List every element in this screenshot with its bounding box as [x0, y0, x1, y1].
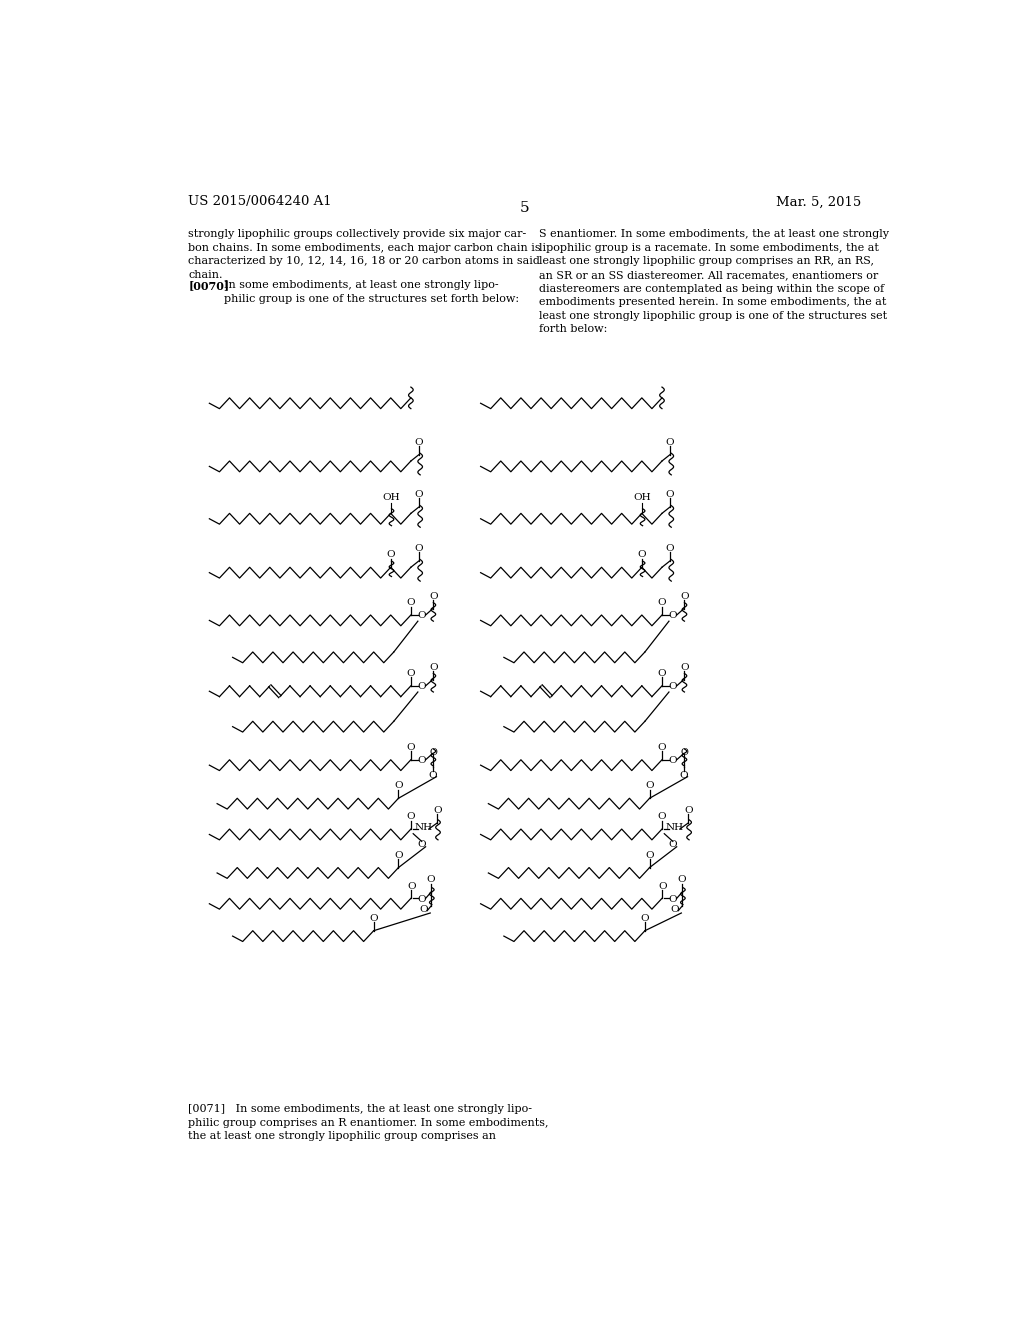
Text: S enantiomer. In some embodiments, the at least one strongly
lipophilic group is: S enantiomer. In some embodiments, the a… [539, 230, 889, 334]
Text: O: O [666, 438, 674, 447]
Text: O: O [419, 904, 428, 913]
Text: O: O [678, 875, 686, 884]
Text: O: O [415, 544, 423, 553]
Text: O: O [407, 669, 415, 678]
Text: O: O [658, 882, 667, 891]
Text: O: O [418, 682, 426, 692]
Text: O: O [407, 812, 415, 821]
Text: O: O [408, 882, 416, 891]
Text: O: O [670, 904, 679, 913]
Text: Mar. 5, 2015: Mar. 5, 2015 [776, 195, 861, 209]
Text: strongly lipophilic groups collectively provide six major car-
bon chains. In so: strongly lipophilic groups collectively … [188, 230, 541, 280]
Text: O: O [418, 840, 426, 849]
Text: OH: OH [633, 494, 650, 503]
Text: O: O [680, 663, 689, 672]
Text: O: O [638, 550, 646, 560]
Text: O: O [428, 771, 437, 780]
Text: US 2015/0064240 A1: US 2015/0064240 A1 [188, 195, 332, 209]
Text: O: O [669, 840, 677, 849]
Text: O: O [418, 756, 426, 766]
Text: O: O [429, 663, 437, 672]
Text: O: O [415, 438, 423, 447]
Text: O: O [407, 598, 415, 607]
Text: O: O [427, 875, 435, 884]
Text: O: O [429, 593, 437, 601]
Text: O: O [394, 851, 402, 859]
Text: O: O [669, 895, 677, 904]
Text: O: O [669, 611, 677, 620]
Text: O: O [657, 812, 667, 821]
Text: [0071]   In some embodiments, the at least one strongly lipo-
philic group compr: [0071] In some embodiments, the at least… [188, 1104, 549, 1142]
Text: O: O [645, 851, 654, 859]
Text: OH: OH [382, 494, 399, 503]
Text: O: O [418, 895, 426, 904]
Text: O: O [666, 544, 674, 553]
Text: O: O [669, 682, 677, 692]
Text: O: O [669, 756, 677, 766]
Text: 5: 5 [520, 201, 529, 215]
Text: O: O [657, 669, 667, 678]
Text: O: O [657, 598, 667, 607]
Text: O: O [681, 747, 688, 756]
Text: O: O [666, 491, 674, 499]
Text: NH: NH [666, 824, 683, 832]
Text: O: O [386, 550, 395, 560]
Text: In some embodiments, at least one strongly lipo-
philic group is one of the stru: In some embodiments, at least one strong… [224, 280, 519, 304]
Text: O: O [641, 913, 649, 923]
Text: O: O [657, 743, 667, 752]
Text: O: O [680, 593, 689, 601]
Text: O: O [433, 807, 441, 814]
Text: O: O [684, 807, 692, 814]
Text: O: O [429, 747, 437, 756]
Text: [0070]: [0070] [188, 280, 229, 292]
Text: O: O [407, 743, 415, 752]
Text: O: O [645, 781, 654, 791]
Text: NH: NH [415, 824, 432, 832]
Text: O: O [394, 781, 402, 791]
Text: O: O [415, 491, 423, 499]
Text: O: O [679, 771, 688, 780]
Text: O: O [418, 611, 426, 620]
Text: O: O [370, 913, 378, 923]
